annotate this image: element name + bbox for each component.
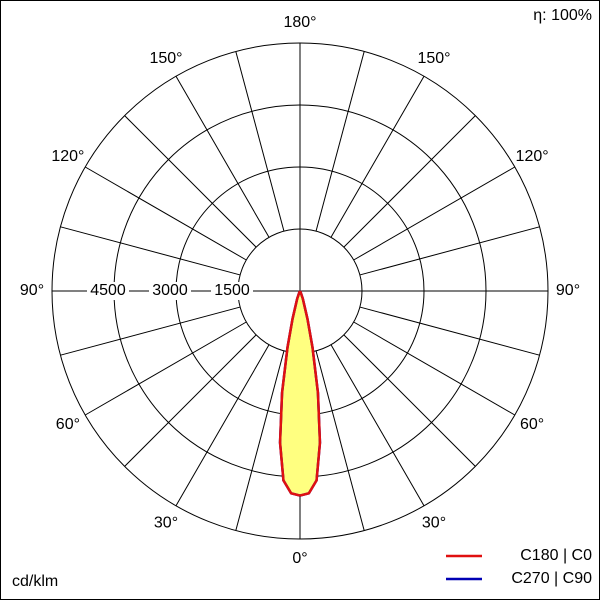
spoke: [359, 226, 540, 276]
intensity-curve: [278, 290, 302, 497]
spoke: [353, 321, 516, 416]
angle-label: 30°: [422, 514, 446, 531]
spoke: [235, 350, 285, 531]
spoke: [84, 321, 247, 416]
spoke: [353, 166, 516, 261]
angle-label: 90°: [556, 282, 580, 299]
spoke: [343, 115, 476, 248]
label-bg: [149, 282, 191, 300]
angle-label: 150°: [417, 50, 450, 67]
spoke: [315, 51, 365, 232]
intensity-curve: [298, 290, 322, 497]
radial-label: 3000: [152, 282, 188, 299]
angle-label: 0°: [292, 550, 307, 567]
spoke: [60, 226, 241, 276]
angle-label: 60°: [520, 416, 544, 433]
spoke: [330, 344, 425, 507]
angle-label: 60°: [56, 416, 80, 433]
unit-label: cd/klm: [12, 573, 58, 590]
label-bg: [87, 282, 129, 300]
angle-label: 90°: [20, 282, 44, 299]
lobe-fill: [280, 291, 320, 496]
spoke: [235, 51, 285, 232]
radial-label: 4500: [90, 282, 126, 299]
radial-label: 1500: [214, 282, 250, 299]
spoke: [84, 166, 247, 261]
spoke: [315, 350, 365, 531]
spoke: [124, 334, 257, 467]
label-bg: [211, 282, 253, 300]
spoke: [124, 115, 257, 248]
angle-label: 180°: [283, 14, 316, 31]
angle-label: 30°: [154, 514, 178, 531]
spoke: [330, 75, 425, 238]
legend-label: C180 | C0: [520, 547, 592, 564]
legend-label: C270 | C90: [511, 570, 592, 587]
angle-label: 150°: [149, 50, 182, 67]
spoke: [175, 75, 270, 238]
spoke: [175, 344, 270, 507]
spoke: [60, 306, 241, 356]
spoke: [359, 306, 540, 356]
efficiency-label: η: 100%: [533, 7, 592, 24]
spoke: [343, 334, 476, 467]
angle-label: 120°: [51, 148, 84, 165]
angle-label: 120°: [516, 148, 549, 165]
